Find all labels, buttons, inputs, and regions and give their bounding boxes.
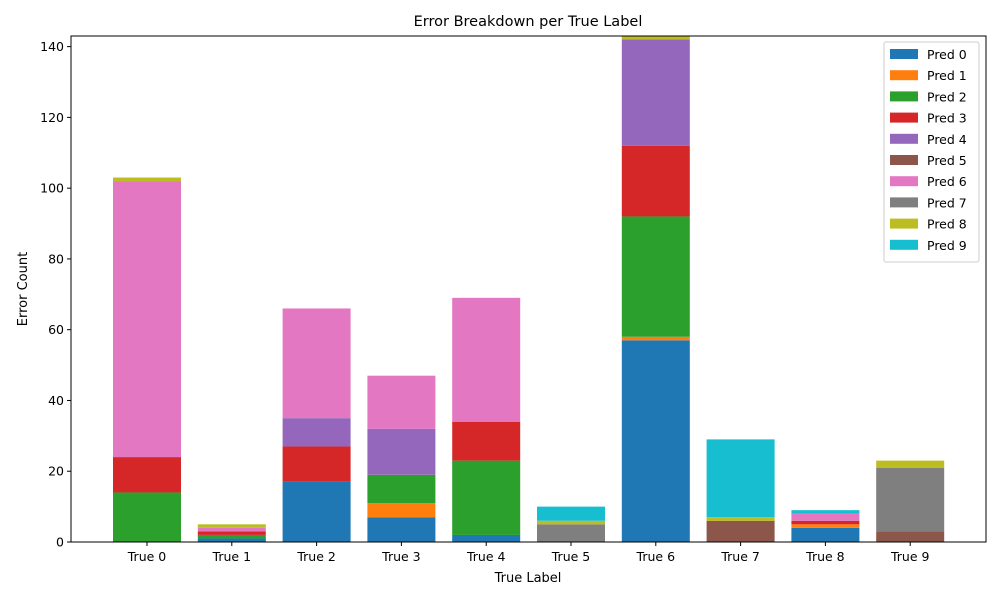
bar-segment-1-6 [197,527,266,532]
bar-segment-2-6 [282,308,351,419]
legend-swatch [890,112,918,123]
bar-segment-5-7 [537,524,605,542]
legend-entry-label: Pred 4 [927,132,967,147]
x-tick-label: True 5 [551,549,590,564]
bar-segment-1-0 [197,538,266,542]
x-tick-label: True 4 [466,549,506,564]
bar-segment-6-2 [621,216,690,337]
legend-swatch [890,49,918,59]
bar-segment-1-2 [197,534,266,539]
bar-segment-9-7 [876,467,945,532]
bar-segment-2-0 [282,481,351,542]
y-tick-label: 40 [48,393,64,408]
x-axis: True 0 True 1 True 2 True 3 True 4 True 5 True… [127,542,930,564]
bar-segment-5-9 [537,506,605,521]
bar-segment-0-6 [113,181,181,458]
legend-entry-label: Pred 1 [927,68,967,83]
bars-layer [113,36,945,542]
bar-segment-8-6 [791,513,860,521]
legend-entry-label: Pred 2 [927,89,967,104]
legend-swatch [890,155,918,165]
bar-segment-4-6 [452,297,521,422]
chart-title: Error Breakdown per True Label [414,14,643,30]
y-axis: 0 20 40 60 80 100 120 140 [40,39,71,550]
bar-segment-9-5 [876,531,945,542]
bar-segment-1-8 [197,524,266,528]
legend-entry-label: Pred 6 [927,174,967,189]
y-tick-label: 80 [48,251,64,266]
x-tick-label: True 7 [720,549,759,564]
bar-segment-4-2 [452,460,521,535]
bar-segment-2-4 [282,418,351,447]
bar-segment-3-2 [367,474,436,504]
bar-segment-6-8 [621,36,690,40]
bar-segment-0-8 [113,177,181,182]
y-tick-label: 0 [56,535,64,550]
bar-segment-8-9 [791,510,860,514]
x-tick-label: True 1 [212,549,251,564]
y-axis-label: Error Count [16,252,31,326]
bar-segment-3-0 [367,517,436,542]
x-tick-label: True 9 [890,549,930,564]
legend-entry-label: Pred 3 [927,111,967,126]
bar-segment-7-5 [706,520,775,542]
legend-entry-label: Pred 0 [927,47,967,62]
bar-segment-1-3 [197,531,266,535]
bar-segment-5-8 [537,520,605,525]
legend-swatch [890,70,918,81]
x-tick-label: True 2 [296,549,335,564]
legend: Pred 0 Pred 1 Pred 2 Pred 3 Pred 4 Pred 5 Pred… [883,41,980,263]
legend-swatch [890,218,918,229]
legend-entry-label: Pred 9 [927,238,967,253]
y-tick-label: 140 [40,39,64,54]
bar-segment-0-3 [113,457,181,493]
legend-swatch [890,197,918,208]
bar-segment-6-0 [621,340,690,542]
y-tick-label: 100 [40,181,64,196]
bar-segment-7-8 [706,517,775,521]
x-tick-label: True 0 [127,549,167,564]
legend-entry-label: Pred 5 [927,153,967,168]
x-tick-label: True 6 [636,549,676,564]
x-tick-label: True 3 [381,549,420,564]
legend-swatch [890,133,918,144]
bar-segment-8-0 [791,527,860,542]
bar-segment-4-3 [452,421,521,461]
x-axis-label: True Label [494,571,562,586]
legend-swatch [890,239,918,250]
bar-segment-6-1 [621,336,690,341]
bar-segment-8-1 [791,524,860,528]
plot-frame [70,35,987,543]
bar-segment-9-8 [876,460,945,468]
bar-segment-7-9 [706,439,775,518]
legend-entry-label: Pred 7 [927,195,967,210]
x-tick-label: True 8 [805,549,845,564]
legend-swatch [890,176,918,187]
bar-segment-2-3 [282,446,351,482]
bar-segment-3-6 [367,375,436,429]
bar-segment-3-4 [367,428,436,475]
legend-entry-label: Pred 8 [927,217,967,232]
legend-swatch [890,91,918,102]
bar-segment-3-1 [367,503,436,518]
bar-segment-8-3 [791,520,860,525]
bar-segment-6-4 [621,39,690,146]
bar-segment-6-3 [621,145,690,217]
bar-segment-4-0 [452,534,521,542]
y-tick-label: 20 [48,464,64,479]
bar-segment-0-2 [113,492,181,542]
y-tick-label: 120 [40,110,64,125]
y-tick-label: 60 [48,322,64,337]
